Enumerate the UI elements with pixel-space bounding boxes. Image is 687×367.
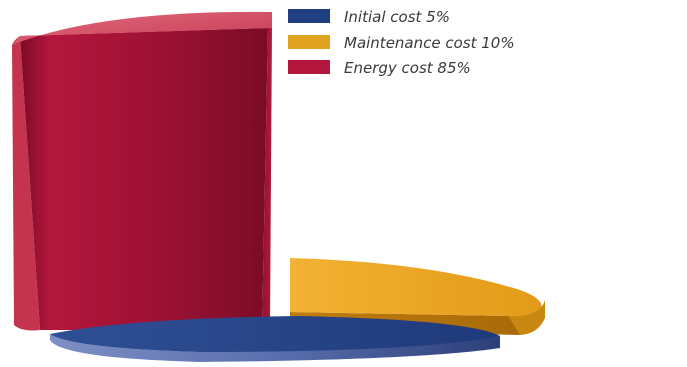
legend-swatch-maintenance [288, 35, 330, 49]
legend-label-initial: Initial cost 5% [344, 8, 450, 26]
legend-label-energy: Energy cost 85% [344, 59, 471, 77]
legend-item-initial: Initial cost 5% [288, 8, 450, 26]
pie-slice-initial [50, 316, 500, 362]
legend-swatch-initial [288, 9, 330, 23]
legend: Initial cost 5% Maintenance cost 10% Ene… [288, 8, 515, 77]
legend-item-energy: Energy cost 85% [288, 59, 471, 77]
pie-slice-energy [12, 11, 272, 331]
legend-label-maintenance: Maintenance cost 10% [344, 34, 515, 52]
legend-item-maintenance: Maintenance cost 10% [288, 34, 515, 52]
legend-swatch-energy [288, 60, 330, 74]
